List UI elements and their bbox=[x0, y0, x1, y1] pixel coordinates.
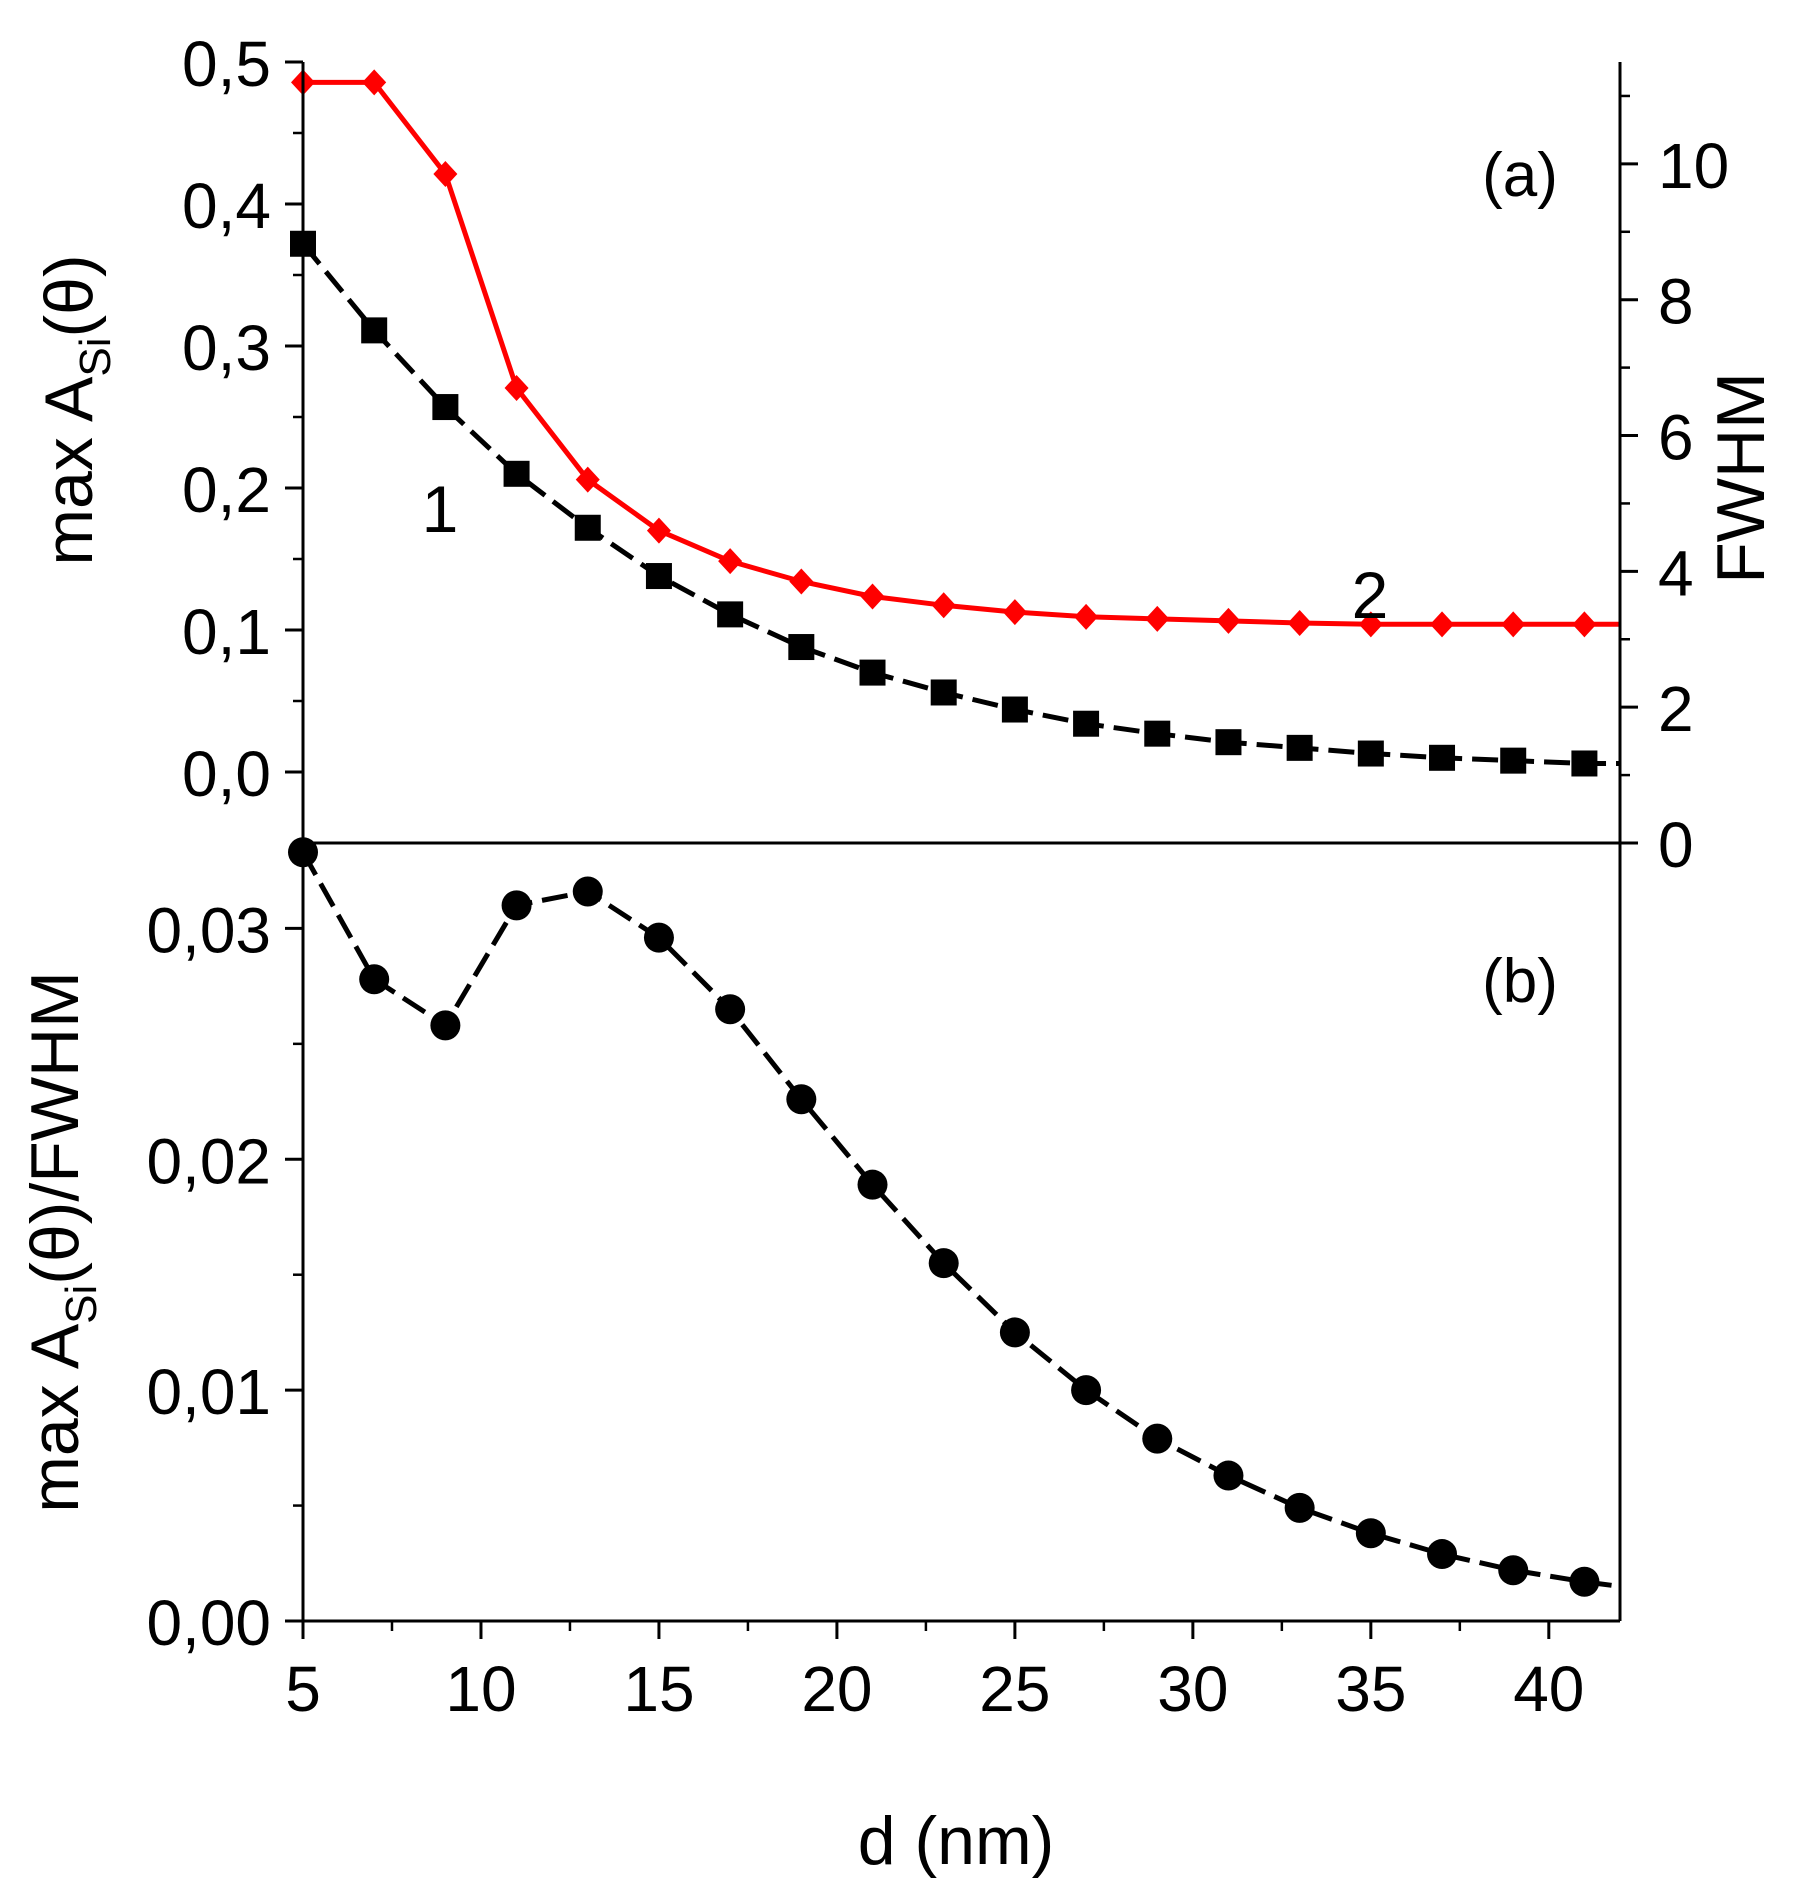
series-b-circle-marker bbox=[501, 890, 532, 921]
series-2-diamond-marker bbox=[646, 517, 671, 544]
series-b-circle-marker bbox=[572, 876, 603, 907]
series-2-diamond-marker bbox=[1430, 611, 1455, 638]
series-2-diamond-marker bbox=[789, 568, 814, 595]
panel-a-right-y-axis-title: FWHM bbox=[1703, 372, 1779, 583]
series-1-square-marker bbox=[503, 460, 530, 487]
series-b-circle-marker bbox=[1427, 1539, 1458, 1570]
y-right-tick-label: 0 bbox=[1658, 809, 1694, 881]
panel-b-y-axis-title: max ASi(θ)/FWHM bbox=[17, 971, 106, 1513]
y-right-tick-label: 6 bbox=[1658, 402, 1694, 474]
curve-1-label: 1 bbox=[422, 472, 459, 546]
y-left-tick-label: 0,2 bbox=[182, 454, 271, 526]
curve-2-label: 2 bbox=[1352, 558, 1389, 632]
x-tick-label: 30 bbox=[1157, 1653, 1228, 1725]
series-2-diamond-marker bbox=[504, 374, 529, 401]
series-b-circle-marker bbox=[643, 922, 674, 953]
series-b-circle-marker bbox=[1213, 1460, 1244, 1491]
series-b-circle-marker bbox=[1569, 1566, 1600, 1597]
series-1-square-marker bbox=[1073, 710, 1100, 737]
x-tick-label: 25 bbox=[979, 1653, 1050, 1725]
series-1-square-marker bbox=[1001, 696, 1028, 723]
series-1-square-marker bbox=[1571, 750, 1598, 777]
series-2-diamond-marker bbox=[575, 466, 600, 493]
y-title-b-prefix: max A bbox=[17, 1323, 93, 1513]
y-left-tick-label: 0,4 bbox=[182, 170, 271, 242]
series-1-square-marker bbox=[1286, 734, 1313, 761]
series-1-square-marker bbox=[432, 394, 459, 421]
panel-b-plot bbox=[288, 837, 1620, 1597]
y-b-tick-label: 0,01 bbox=[146, 1356, 271, 1428]
series-b-circle-marker bbox=[1071, 1375, 1102, 1406]
series-b-circle-marker bbox=[1142, 1423, 1173, 1454]
y-left-tick-label: 0,5 bbox=[182, 28, 271, 100]
series-b-circle-marker bbox=[1284, 1492, 1315, 1523]
panel-b-label: (b) bbox=[1482, 947, 1558, 1016]
series-b-circle-marker bbox=[857, 1169, 888, 1200]
series-2-line bbox=[303, 79, 1620, 627]
series-b-circle-marker bbox=[786, 1084, 817, 1115]
y-left-tick-label: 0,1 bbox=[182, 596, 271, 668]
y-left-tick-label: 0,3 bbox=[182, 312, 271, 384]
series-b-circle-marker bbox=[1498, 1555, 1529, 1586]
series-1-line bbox=[303, 242, 1620, 766]
x-tick-label: 10 bbox=[445, 1653, 516, 1725]
series-b-circle-marker bbox=[1355, 1518, 1386, 1549]
series-2-diamond-marker bbox=[1216, 607, 1241, 634]
panel-a-label: (a) bbox=[1482, 141, 1558, 210]
x-tick-label: 5 bbox=[285, 1653, 321, 1725]
y-right-tick-label: 2 bbox=[1658, 673, 1694, 745]
series-2-diamond-marker bbox=[1145, 605, 1170, 632]
x-tick-label: 20 bbox=[801, 1653, 872, 1725]
series-2-diamond-marker bbox=[718, 548, 743, 575]
series-b-circle-marker bbox=[359, 964, 390, 995]
y-title-a-subscript: Si bbox=[71, 338, 120, 377]
series-b-circle-marker bbox=[928, 1248, 959, 1279]
series-1-square-marker bbox=[717, 601, 744, 628]
y-b-tick-label: 0,03 bbox=[146, 894, 271, 966]
series-1-square-marker bbox=[1144, 720, 1171, 747]
x-axis-title: d (nm) bbox=[858, 1803, 1054, 1879]
series-b-circle-marker bbox=[430, 1010, 461, 1041]
x-tick-label: 35 bbox=[1335, 1653, 1406, 1725]
series-1-square-marker bbox=[645, 563, 672, 590]
panel-a-plot bbox=[290, 69, 1620, 777]
series-b-line bbox=[303, 850, 1620, 1589]
y-b-tick-label: 0,00 bbox=[146, 1587, 271, 1659]
y-title-b-subscript: Si bbox=[57, 1285, 106, 1324]
series-1-square-marker bbox=[361, 317, 388, 344]
series-1-square-marker bbox=[1429, 744, 1456, 771]
series-1-square-marker bbox=[930, 679, 957, 706]
series-2-diamond-marker bbox=[433, 161, 458, 188]
y-b-tick-label: 0,02 bbox=[146, 1125, 271, 1197]
series-2-diamond-marker bbox=[1002, 599, 1027, 626]
y-title-b-suffix: (θ)/FWHM bbox=[17, 971, 93, 1284]
series-2-diamond-marker bbox=[362, 69, 387, 96]
series-b-circle-marker bbox=[999, 1317, 1030, 1348]
series-1-square-marker bbox=[574, 514, 601, 541]
series-1-square-marker bbox=[859, 659, 886, 686]
y-right-tick-label: 4 bbox=[1658, 537, 1694, 609]
series-2-diamond-marker bbox=[1358, 611, 1383, 638]
series-2-diamond-marker bbox=[1074, 603, 1099, 630]
series-1-square-marker bbox=[1357, 740, 1384, 767]
y-right-tick-label: 8 bbox=[1658, 266, 1694, 338]
y-title-a-prefix: max A bbox=[31, 376, 107, 566]
y-left-tick-label: 0,0 bbox=[182, 738, 271, 810]
series-b-circle-marker bbox=[715, 994, 746, 1025]
series-1-square-marker bbox=[1215, 729, 1242, 756]
y-title-a-suffix: (θ) bbox=[31, 254, 107, 337]
series-2-diamond-marker bbox=[1501, 611, 1526, 638]
x-tick-label: 40 bbox=[1513, 1653, 1584, 1725]
series-1-square-marker bbox=[1500, 747, 1527, 774]
axes-frame: 5 10 15 20 25 30 35 400,00,10,20,30,40,50246810… bbox=[146, 28, 1729, 1725]
y-right-tick-label: 10 bbox=[1658, 130, 1729, 202]
panel-a-left-y-axis-title: max ASi(θ) bbox=[31, 254, 120, 565]
x-tick-label: 15 bbox=[623, 1653, 694, 1725]
series-2-diamond-marker bbox=[1572, 611, 1597, 638]
series-2-diamond-marker bbox=[860, 583, 885, 610]
series-2-diamond-marker bbox=[1287, 609, 1312, 636]
series-1-square-marker bbox=[788, 634, 815, 661]
series-2-diamond-marker bbox=[931, 592, 956, 619]
